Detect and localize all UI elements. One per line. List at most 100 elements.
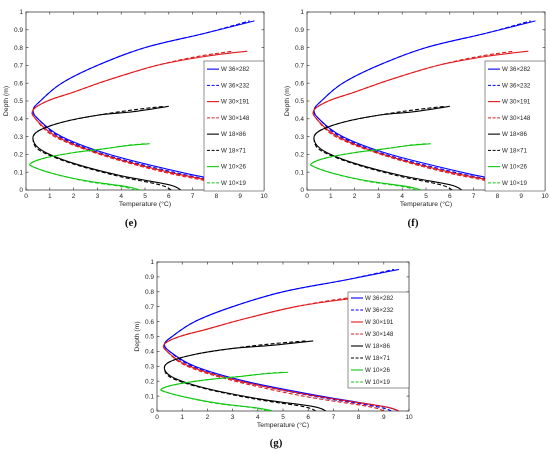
y-tick-label: 0.9: [145, 274, 154, 281]
x-tick-label: 5: [424, 193, 428, 200]
x-tick-label: 4: [119, 193, 123, 200]
y-tick-label: 1: [150, 259, 154, 266]
legend-box: [203, 60, 265, 192]
y-axis-label: Depth (m): [284, 86, 291, 116]
y-tick-label: 0.2: [14, 152, 23, 159]
series-line-4: [162, 294, 384, 411]
legend-entry: W 36×232: [221, 82, 250, 89]
legend-entry: W 30×148: [221, 115, 250, 122]
chart-panel-1: 0 1 2 3 4 5 6 7 8 9 10 0 0.1 0.2 0.3 0.4 0.5 0.6 0.7 0.8 0.9…: [3, 9, 268, 229]
x-tick-label: 1: [180, 414, 184, 421]
legend-entry: W 36×282: [502, 66, 531, 73]
legend-entry: W 30×148: [502, 115, 531, 122]
y-tick-label: 0.7: [14, 63, 23, 70]
legend-entry: W 30×148: [365, 331, 394, 338]
x-tick-label: 9: [238, 193, 242, 200]
x-axis-label: Temperature (°C): [400, 200, 452, 208]
legend: W 36×282 W 36×232 W 30×191 W 30×148 W 18×86 W…: [347, 291, 410, 389]
y-tick-label: 0.1: [295, 169, 304, 176]
x-tick-label: 10: [260, 193, 268, 200]
y-tick-label: 0.2: [145, 378, 154, 385]
y-tick-label: 0.9: [14, 27, 23, 34]
y-tick-label: 0.1: [14, 169, 23, 176]
legend: W 36×282 W 36×232 W 30×191 W 30×148 W 18×86 W…: [484, 60, 546, 192]
legend-entry: W 10×26: [365, 367, 390, 374]
y-tick-label: 0.4: [295, 116, 304, 123]
legend-entry: W 36×282: [365, 295, 394, 302]
y-tick-label: 0.6: [14, 80, 23, 87]
legend-box: [347, 291, 410, 389]
x-tick-label: 9: [382, 414, 386, 421]
panel-label: (e): [125, 217, 138, 229]
x-tick-label: 5: [281, 414, 285, 421]
y-tick-label: 0.3: [14, 134, 23, 141]
legend-entry: W 36×282: [221, 66, 250, 73]
y-tick-label: 0.3: [295, 134, 304, 141]
x-tick-label: 3: [231, 414, 235, 421]
y-tick-label: 0.8: [145, 289, 154, 296]
y-tick-label: 0.8: [295, 45, 304, 52]
x-tick-label: 10: [405, 414, 413, 421]
x-tick-label: 1: [329, 193, 333, 200]
x-tick-label: 6: [167, 193, 171, 200]
series-line-8: [310, 143, 427, 190]
legend-entry: W 10×19: [365, 379, 390, 386]
legend-box: [484, 60, 546, 192]
x-tick-label: 2: [353, 193, 357, 200]
x-tick-label: 8: [496, 193, 500, 200]
x-tick-label: 6: [306, 414, 310, 421]
y-tick-label: 0.1: [145, 393, 154, 400]
y-tick-label: 0.9: [295, 27, 304, 34]
legend-entry: W 10×19: [502, 180, 527, 187]
x-tick-label: 3: [96, 193, 100, 200]
x-tick-label: 0: [155, 414, 159, 421]
y-tick-label: 0: [300, 187, 304, 194]
x-tick-label: 4: [256, 414, 260, 421]
legend-entry: W 36×232: [502, 82, 531, 89]
x-tick-label: 10: [541, 193, 549, 200]
series-line-8: [29, 143, 146, 190]
legend-entry: W 10×19: [221, 180, 246, 187]
y-tick-label: 0: [150, 408, 154, 415]
y-tick-label: 0.6: [295, 80, 304, 87]
y-tick-label: 0.5: [14, 98, 23, 105]
x-axis-label: Temperature (°C): [257, 421, 309, 429]
y-tick-label: 0.6: [145, 319, 154, 326]
chart-panel-2: 0 1 2 3 4 5 6 7 8 9 10 0 0.1 0.2 0.3 0.4 0.5 0.6 0.7 0.8 0.9…: [284, 9, 549, 229]
panel-label: (g): [270, 437, 283, 449]
legend-entry: W 30×191: [365, 319, 394, 326]
x-tick-label: 8: [357, 414, 361, 421]
x-tick-label: 5: [143, 193, 147, 200]
y-tick-label: 1: [300, 9, 304, 16]
y-tick-label: 0.7: [295, 63, 304, 70]
y-tick-label: 0.4: [145, 349, 154, 356]
y-tick-label: 0.3: [145, 364, 154, 371]
series-line-7: [160, 371, 289, 411]
legend-entry: W 18×86: [502, 131, 527, 138]
legend-entry: W 10×26: [221, 164, 246, 171]
series-line-8: [160, 371, 284, 411]
legend-entry: W 36×232: [365, 307, 394, 314]
series-line-4: [312, 50, 522, 190]
y-tick-label: 0.2: [295, 152, 304, 159]
legend-entry: W 18×71: [221, 147, 246, 154]
x-tick-label: 4: [400, 193, 404, 200]
y-tick-label: 0.8: [14, 45, 23, 52]
y-tick-label: 0.5: [295, 98, 304, 105]
x-tick-label: 3: [377, 193, 381, 200]
y-tick-label: 0: [19, 187, 23, 194]
y-axis-label: Depth (m): [3, 86, 10, 116]
x-tick-label: 7: [332, 414, 336, 421]
x-tick-label: 6: [448, 193, 452, 200]
x-tick-label: 0: [24, 193, 28, 200]
legend-entry: W 18×86: [221, 131, 246, 138]
y-tick-label: 0.7: [145, 304, 154, 311]
series-line-2: [163, 268, 394, 411]
legend-entry: W 18×86: [365, 343, 390, 350]
x-tick-label: 7: [191, 193, 195, 200]
series-line-2: [32, 20, 250, 190]
x-tick-label: 1: [48, 193, 52, 200]
series-line-6: [32, 105, 172, 190]
x-tick-label: 9: [519, 193, 523, 200]
